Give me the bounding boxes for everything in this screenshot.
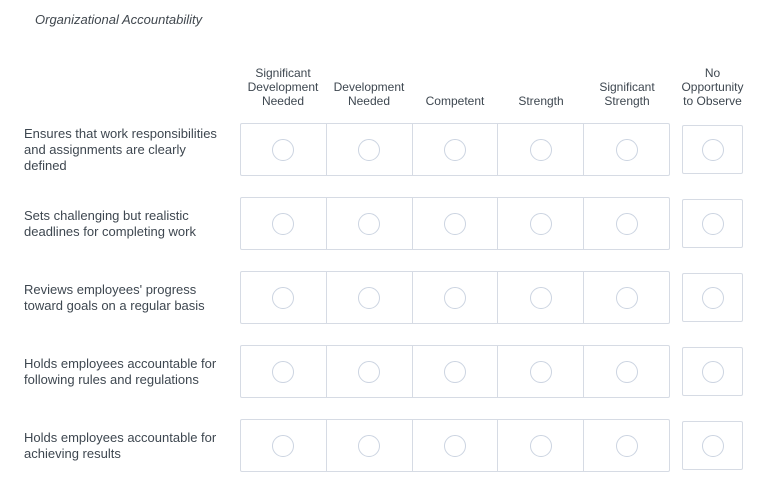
radio-button-unselected-icon[interactable] <box>615 360 638 383</box>
rating-cell[interactable] <box>498 198 585 249</box>
rating-cell[interactable] <box>241 124 327 175</box>
rating-cell[interactable] <box>584 198 669 249</box>
rating-options-box <box>240 271 670 324</box>
rating-cell[interactable] <box>241 272 327 323</box>
section-title: Organizational Accountability <box>35 12 203 27</box>
matrix-rows: Ensures that work responsibilities and a… <box>24 123 754 472</box>
rating-cell[interactable] <box>413 198 499 249</box>
table-row: Ensures that work responsibilities and a… <box>24 123 754 176</box>
table-row: Holds employees accountable for achievin… <box>24 419 754 472</box>
radio-button-unselected-icon[interactable] <box>701 434 724 457</box>
rating-cell[interactable] <box>584 272 669 323</box>
radio-button-unselected-icon[interactable] <box>358 360 381 383</box>
no-opportunity-cell[interactable] <box>682 421 743 470</box>
radio-button-unselected-icon[interactable] <box>358 434 381 457</box>
matrix-header-row: Significant Development Needed Developmen… <box>24 66 754 108</box>
rating-cell[interactable] <box>327 124 413 175</box>
no-opportunity-cell[interactable] <box>682 347 743 396</box>
column-header: Competent <box>425 94 485 108</box>
rating-cell[interactable] <box>498 346 585 397</box>
radio-button-unselected-icon[interactable] <box>615 212 638 235</box>
rating-options-box <box>240 419 670 472</box>
rating-cell[interactable] <box>327 420 413 471</box>
row-label: Ensures that work responsibilities and a… <box>24 125 217 173</box>
rating-cell[interactable] <box>413 272 499 323</box>
radio-button-unselected-icon[interactable] <box>701 286 724 309</box>
rating-cell[interactable] <box>584 346 669 397</box>
radio-button-unselected-icon[interactable] <box>443 286 466 309</box>
rating-options-box <box>240 197 670 250</box>
radio-button-unselected-icon[interactable] <box>358 212 381 235</box>
radio-button-unselected-icon[interactable] <box>443 212 466 235</box>
no-opportunity-cell[interactable] <box>682 199 743 248</box>
rating-cell[interactable] <box>241 346 327 397</box>
radio-button-unselected-icon[interactable] <box>529 286 552 309</box>
rating-cell[interactable] <box>584 420 669 471</box>
radio-button-unselected-icon[interactable] <box>701 360 724 383</box>
row-label: Holds employees accountable for followin… <box>24 355 217 387</box>
radio-button-unselected-icon[interactable] <box>443 360 466 383</box>
column-header: Significant Development Needed <box>247 66 319 108</box>
radio-button-unselected-icon[interactable] <box>443 434 466 457</box>
radio-button-unselected-icon[interactable] <box>701 138 724 161</box>
radio-button-unselected-icon[interactable] <box>272 138 295 161</box>
no-opportunity-cell[interactable] <box>682 273 743 322</box>
radio-button-unselected-icon[interactable] <box>529 360 552 383</box>
radio-button-unselected-icon[interactable] <box>529 212 552 235</box>
no-opportunity-cell[interactable] <box>682 125 743 174</box>
row-label: Holds employees accountable for achievin… <box>24 429 217 461</box>
rating-cell[interactable] <box>241 198 327 249</box>
rating-cell[interactable] <box>327 272 413 323</box>
radio-button-unselected-icon[interactable] <box>358 138 381 161</box>
radio-button-unselected-icon[interactable] <box>443 138 466 161</box>
radio-button-unselected-icon[interactable] <box>529 138 552 161</box>
table-row: Reviews employees' progress toward goals… <box>24 271 754 324</box>
column-header: Development Needed <box>333 80 405 108</box>
rating-cell[interactable] <box>498 272 585 323</box>
radio-button-unselected-icon[interactable] <box>272 434 295 457</box>
rating-cell[interactable] <box>327 346 413 397</box>
radio-button-unselected-icon[interactable] <box>701 212 724 235</box>
row-label: Sets challenging but realistic deadlines… <box>24 207 196 239</box>
rating-options-box <box>240 123 670 176</box>
rating-options-box <box>240 345 670 398</box>
radio-button-unselected-icon[interactable] <box>272 212 295 235</box>
row-label: Reviews employees' progress toward goals… <box>24 281 205 313</box>
rating-cell[interactable] <box>327 198 413 249</box>
rating-cell[interactable] <box>413 124 499 175</box>
radio-button-unselected-icon[interactable] <box>615 286 638 309</box>
rating-cell[interactable] <box>241 420 327 471</box>
radio-button-unselected-icon[interactable] <box>529 434 552 457</box>
column-header: Significant Strength <box>599 80 655 108</box>
table-row: Sets challenging but realistic deadlines… <box>24 197 754 250</box>
rating-cell[interactable] <box>584 124 669 175</box>
rating-cell[interactable] <box>413 346 499 397</box>
radio-button-unselected-icon[interactable] <box>615 138 638 161</box>
table-row: Holds employees accountable for followin… <box>24 345 754 398</box>
rating-matrix: Significant Development Needed Developmen… <box>24 66 754 491</box>
radio-button-unselected-icon[interactable] <box>272 286 295 309</box>
rating-cell[interactable] <box>498 420 585 471</box>
column-header: Strength <box>518 94 564 108</box>
column-header: No Opportunity to Observe <box>681 66 744 108</box>
rating-cell[interactable] <box>498 124 585 175</box>
rating-cell[interactable] <box>413 420 499 471</box>
radio-button-unselected-icon[interactable] <box>615 434 638 457</box>
radio-button-unselected-icon[interactable] <box>358 286 381 309</box>
radio-button-unselected-icon[interactable] <box>272 360 295 383</box>
